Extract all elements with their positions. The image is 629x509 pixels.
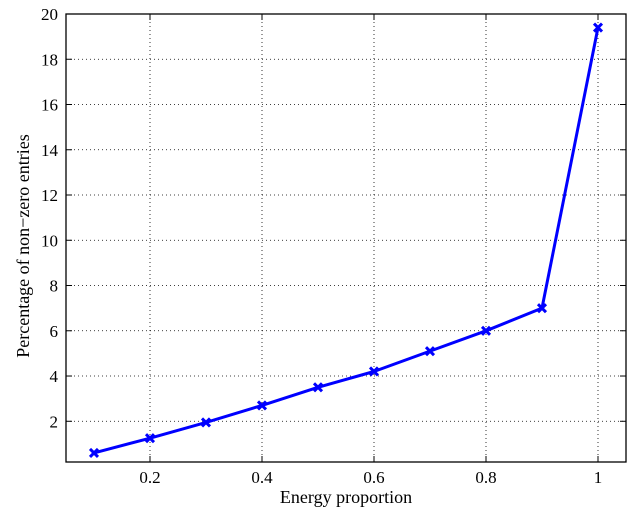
- data-point-marker: [592, 22, 604, 33]
- y-tick-label: 18: [41, 50, 58, 69]
- data-point-marker: [256, 400, 268, 411]
- y-tick-label: 12: [41, 186, 58, 205]
- y-tick-label: 2: [50, 412, 59, 431]
- data-point-marker: [424, 346, 436, 357]
- x-tick-label: 0.4: [251, 468, 273, 487]
- series-layer: [88, 22, 604, 459]
- grid: [66, 13, 626, 462]
- y-tick-label: 6: [50, 322, 59, 341]
- plot-frame: [65, 13, 627, 463]
- data-point-marker: [312, 382, 324, 393]
- y-tick-label: 20: [41, 5, 58, 24]
- x-tick-label: 1: [594, 468, 603, 487]
- data-point-marker: [88, 447, 100, 459]
- data-point-marker: [144, 433, 156, 444]
- y-tick-label: 10: [41, 231, 58, 250]
- x-axis-label: Energy proportion: [280, 487, 412, 507]
- series-line: [93, 27, 600, 455]
- data-point-marker: [480, 325, 492, 336]
- y-tick-label: 8: [50, 277, 59, 296]
- y-tick-label: 16: [41, 96, 58, 115]
- data-point-marker: [368, 366, 380, 377]
- y-tick-label: 4: [50, 367, 59, 386]
- x-tick-label: 0.8: [475, 468, 496, 487]
- x-tick-label: 0.2: [139, 468, 160, 487]
- data-point-marker: [536, 303, 548, 314]
- y-tick-label: 14: [41, 141, 59, 160]
- y-axis-label: Percentage of non−zero entries: [13, 134, 33, 358]
- data-point-marker: [200, 417, 212, 428]
- x-tick-label: 0.6: [363, 468, 384, 487]
